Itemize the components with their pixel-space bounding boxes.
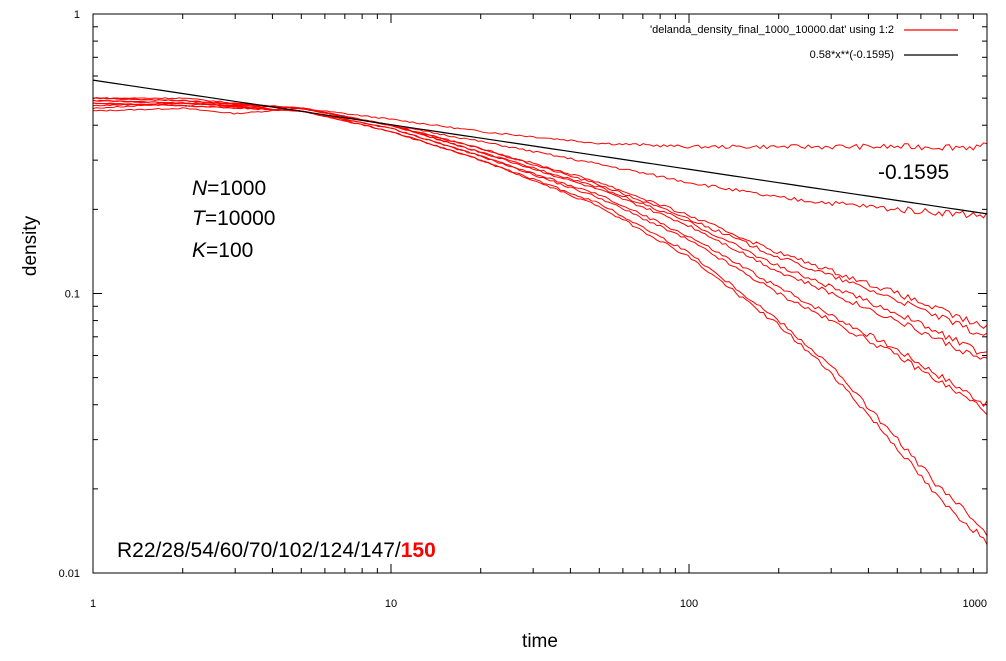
- param-k: K=100: [192, 239, 253, 262]
- legend-label-fit: 0.58*x**(-0.1595): [810, 49, 894, 61]
- x-tick-label: 1: [90, 598, 96, 610]
- legend-label-data: 'delanda_density_final_1000_10000.dat' u…: [650, 24, 894, 36]
- x-tick-label: 10: [385, 598, 397, 610]
- runs-annotation: R22/28/54/60/70/102/124/147/150: [117, 539, 436, 562]
- exponent-annotation: -0.1595: [878, 161, 949, 184]
- y-tick-label: 0.1: [65, 289, 80, 301]
- y-axis-title: density: [20, 215, 41, 276]
- param-t: T=10000: [192, 207, 276, 230]
- param-n: N=1000: [192, 177, 266, 200]
- y-tick-label: 1: [74, 9, 80, 21]
- y-tick-label: 0.01: [59, 568, 80, 580]
- x-tick-label: 100: [680, 598, 698, 610]
- x-tick-label: 1000: [963, 598, 987, 610]
- runs-list: R22/28/54/60/70/102/124/147/: [117, 539, 401, 562]
- runs-highlight: 150: [401, 539, 436, 562]
- x-axis-title: time: [522, 631, 558, 652]
